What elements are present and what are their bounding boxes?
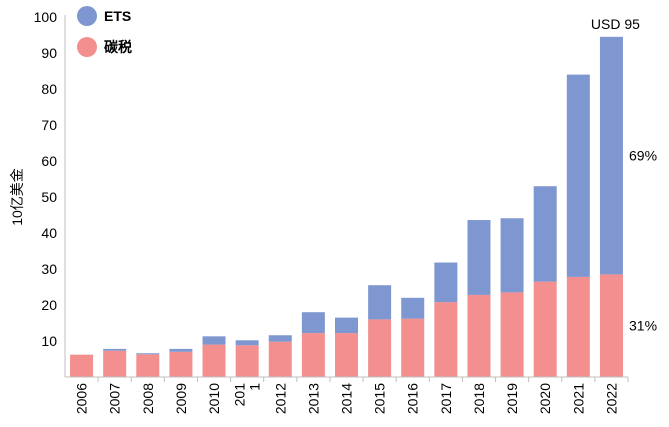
- bar-carbon-tax-2020: [533, 281, 557, 377]
- x-tick-label-line: 2019: [504, 383, 520, 414]
- bar-ets-2008: [136, 353, 160, 355]
- x-tick-label-line: 2006: [74, 383, 90, 414]
- x-tick-label: 2022: [603, 383, 619, 414]
- x-tick-label-line: 2020: [537, 383, 553, 414]
- y-tick-label: 70: [41, 117, 57, 133]
- bar-carbon-tax-2007: [103, 350, 127, 377]
- x-axis: 2006 2007 2008 2009 2010 201 1 2012 2013 2014 2015…: [65, 376, 629, 414]
- x-tick-label: 201 1: [232, 383, 263, 407]
- legend-swatch-carbon-tax: [77, 37, 97, 57]
- x-tick-label: 2016: [405, 383, 421, 414]
- y-tick-label: 10: [41, 333, 57, 349]
- bar-carbon-tax-2010: [202, 344, 226, 377]
- bar-carbon-tax-2014: [335, 333, 358, 377]
- x-tick-label-line: 2016: [405, 383, 421, 414]
- bar-ets-2011: [235, 340, 259, 346]
- x-tick-label-line: 1: [247, 383, 263, 391]
- x-tick-label-line: 2015: [372, 383, 388, 414]
- x-tick-label: 2015: [372, 383, 388, 414]
- x-tick-label-line: 2009: [173, 383, 189, 414]
- x-tick-label: 2017: [438, 383, 454, 414]
- y-tick-label: 100: [34, 9, 58, 25]
- x-tick-label: 2012: [272, 383, 288, 414]
- bar-ets-2007: [103, 348, 127, 351]
- y-tick-label: 60: [41, 153, 57, 169]
- bar-ets-2020: [533, 186, 557, 282]
- bar-carbon-tax-2022: [599, 274, 623, 377]
- bar-ets-2009: [169, 348, 193, 352]
- y-tick-label: 30: [41, 261, 57, 277]
- bar-ets-2015: [368, 285, 392, 320]
- x-tick-label-line: 2014: [339, 383, 355, 414]
- x-tick-label: 2008: [140, 383, 156, 414]
- x-tick-label-line: 2008: [140, 383, 156, 414]
- x-tick-label-line: 2013: [305, 383, 321, 414]
- bar-ets-2017: [434, 262, 458, 303]
- bar-ets-2021: [566, 74, 590, 277]
- bar-ets-2016: [401, 297, 425, 319]
- x-tick-label: 2019: [504, 383, 520, 414]
- bar-carbon-tax-2019: [500, 292, 524, 377]
- x-tick-label-line: 2017: [438, 383, 454, 414]
- bar-carbon-tax-2021: [566, 276, 590, 377]
- bar-carbon-tax-2011: [235, 345, 259, 377]
- bar-carbon-tax-2008: [136, 354, 160, 377]
- bars: [70, 36, 623, 377]
- legend: ETS 碳税: [77, 6, 132, 57]
- x-tick-label: 2006: [74, 383, 90, 414]
- bar-carbon-tax-2013: [301, 333, 325, 377]
- bar-ets-2013: [301, 312, 325, 334]
- x-tick-label: 2007: [107, 383, 123, 414]
- bar-ets-2022: [599, 36, 623, 275]
- bar-ets-2014: [335, 317, 358, 334]
- x-tick-label-line: 2018: [471, 383, 487, 414]
- x-tick-label: 2014: [339, 383, 355, 414]
- bar-carbon-tax-2009: [169, 351, 193, 377]
- bar-ets-2010: [202, 336, 226, 345]
- bar-carbon-tax-2018: [467, 294, 491, 377]
- y-tick-label: 80: [41, 81, 57, 97]
- legend-swatch-ets: [77, 6, 97, 26]
- legend-label-ets: ETS: [104, 8, 131, 24]
- annotation-total: USD 95: [591, 16, 640, 32]
- y-axis: 10 20 30 40 50 60 70 80 90 100 10亿美金: [9, 9, 66, 377]
- bar-carbon-tax-2016: [401, 318, 425, 377]
- x-tick-label: 2010: [206, 383, 222, 414]
- bar-carbon-tax-2017: [434, 302, 458, 377]
- bar-carbon-tax-2006: [70, 354, 94, 377]
- x-tick-label: 2018: [471, 383, 487, 414]
- y-tick-label: 40: [41, 225, 57, 241]
- x-tick-label: 2013: [305, 383, 321, 414]
- x-tick-label: 2020: [537, 383, 553, 414]
- x-tick-label-line: 2022: [603, 383, 619, 414]
- annotations: USD 95 69% 31%: [591, 16, 657, 334]
- y-axis-title: 10亿美金: [9, 168, 25, 226]
- y-tick-label: 20: [41, 297, 57, 313]
- x-tick-label: 2009: [173, 383, 189, 414]
- x-tick-label: 2021: [570, 383, 586, 414]
- x-tick-label-line: 201: [232, 383, 248, 407]
- annotation-ets-share: 69%: [629, 148, 657, 164]
- legend-label-carbon-tax: 碳税: [104, 39, 132, 55]
- annotation-carbon-tax-share: 31%: [629, 318, 657, 334]
- y-tick-label: 90: [41, 45, 57, 61]
- x-tick-label-line: 2021: [570, 383, 586, 414]
- bar-ets-2012: [268, 335, 292, 342]
- x-tick-label-line: 2007: [107, 383, 123, 414]
- y-tick-label: 50: [41, 189, 57, 205]
- x-tick-label-line: 2010: [206, 383, 222, 414]
- bar-carbon-tax-2015: [368, 319, 392, 377]
- bar-carbon-tax-2012: [268, 341, 292, 377]
- x-tick-label-line: 2012: [272, 383, 288, 414]
- bar-ets-2018: [467, 220, 491, 295]
- bar-ets-2019: [500, 218, 524, 293]
